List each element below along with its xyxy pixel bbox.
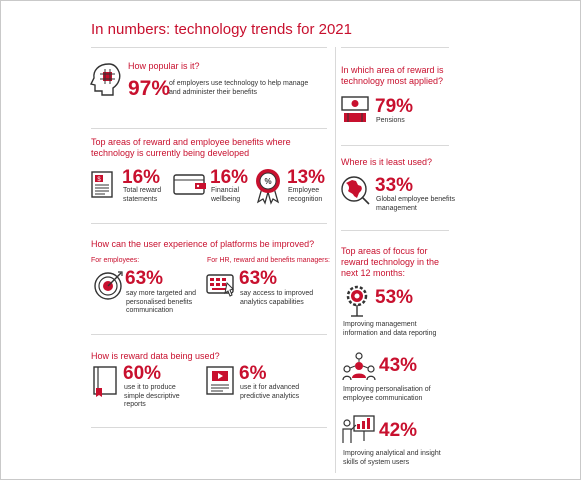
employees-desc: say more targeted and personalised benef… [126,290,197,314]
least-used-label: Global employee benefits management [376,196,455,212]
divider [91,334,327,335]
video-report-icon [206,366,234,395]
presentation-icon [342,415,375,443]
percent-rosette-icon: % [256,169,280,205]
data-use-question: How is reward data being used? [91,351,220,361]
hr-desc: say access to improved analytics capabil… [240,290,314,306]
people-network-icon [342,352,376,381]
developing-stat: 13% [287,167,326,188]
popular-stat: 97% [128,77,171,100]
most-applied-label: Pensions [376,117,405,124]
svg-text:$: $ [97,177,101,183]
keyboard-icon [206,274,234,297]
popular-question: How popular is it? [128,61,200,71]
column-divider [335,47,336,473]
book-icon [93,366,117,397]
data-use-stat: 6% [239,363,267,384]
least-used-stat: 33% [375,175,414,196]
focus-label: Improving analytical and insight skills … [343,450,441,466]
focus-stat: 53% [375,287,414,308]
focus-stat: 43% [379,355,418,376]
employees-label: For employees: [91,257,140,264]
divider [341,230,449,231]
globe-icon [341,176,370,205]
developing-label: Total reward statements [123,187,162,203]
focus-label: Improving personalisation of employee co… [343,386,431,402]
experience-question: How can the user experience of platforms… [91,239,315,249]
money-icon [341,96,369,122]
focus-question: Top areas of focus for reward technology… [341,246,440,278]
focus-label: Improving management information and dat… [343,321,437,337]
wallet-icon [173,174,206,195]
least-used-question: Where is it least used? [341,157,433,167]
target-icon [94,271,123,300]
hr-label: For HR, reward and benefits managers: [207,257,330,264]
developing-stat: 16% [210,167,249,188]
popular-desc: of employers use technology to help mana… [169,80,309,96]
developing-label: Financial wellbeing [211,187,241,203]
divider [91,47,327,48]
most-applied-stat: 79% [375,96,414,117]
employees-stat: 63% [125,268,164,289]
document-icon: $ [91,171,113,198]
hr-stat: 63% [239,268,278,289]
focus-stat: 42% [379,420,418,441]
data-use-stat: 60% [123,363,162,384]
developing-stat: 16% [122,167,161,188]
page-title: In numbers: technology trends for 2021 [91,21,352,38]
most-applied-question: In which area of reward is technology mo… [341,65,444,86]
data-use-desc: use it to produce simple descriptive rep… [124,384,180,408]
ai-head-icon [89,63,121,96]
gear-search-icon [346,285,368,317]
divider [91,128,327,129]
divider [91,223,327,224]
developing-label: Employee recognition [288,187,323,203]
divider [341,47,449,48]
developing-question: Top areas of reward and employee benefit… [91,137,291,158]
divider [91,427,327,428]
svg-text:%: % [264,177,271,186]
divider [341,145,449,146]
data-use-desc: use it for advanced predictive analytics [240,384,300,400]
